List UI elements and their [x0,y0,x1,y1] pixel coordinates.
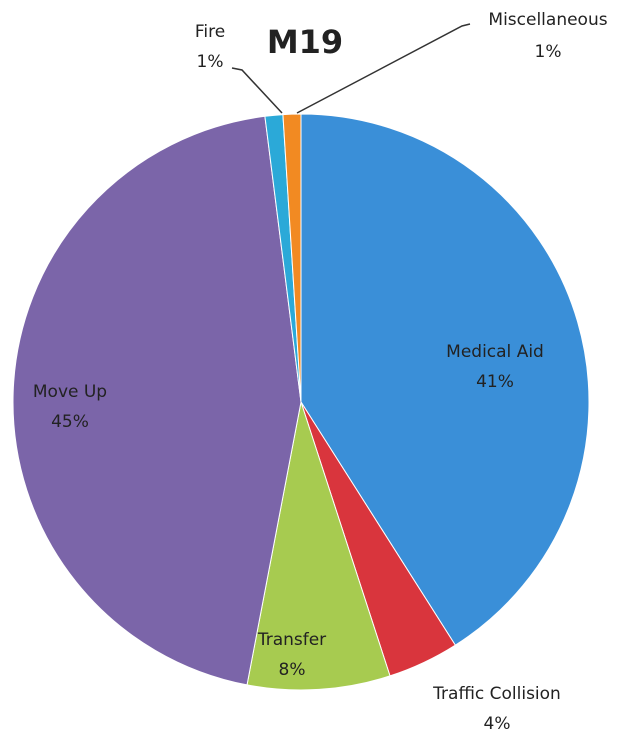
leader-line [296,23,471,114]
pie-slice [300,113,590,646]
slice-value-label: 1% [535,42,562,62]
slice-label: Traffic Collision [432,684,561,704]
leader-line [231,67,283,114]
slice-value-label: 41% [476,372,514,392]
slice-label: Transfer [257,630,326,650]
slice-value-label: 45% [51,412,89,432]
pie-slice [12,115,302,686]
slice-label: Miscellaneous [488,10,607,30]
pie-slice [282,113,302,403]
slice-value-label: 8% [279,660,306,680]
slice-value-label: 1% [197,52,224,72]
slice-label: Move Up [33,382,107,402]
slice-label: Fire [195,22,225,42]
pie-slice [246,401,391,691]
chart-title: M19 [267,23,343,61]
slice-label: Medical Aid [446,342,544,362]
slice-value-label: 4% [484,714,511,734]
